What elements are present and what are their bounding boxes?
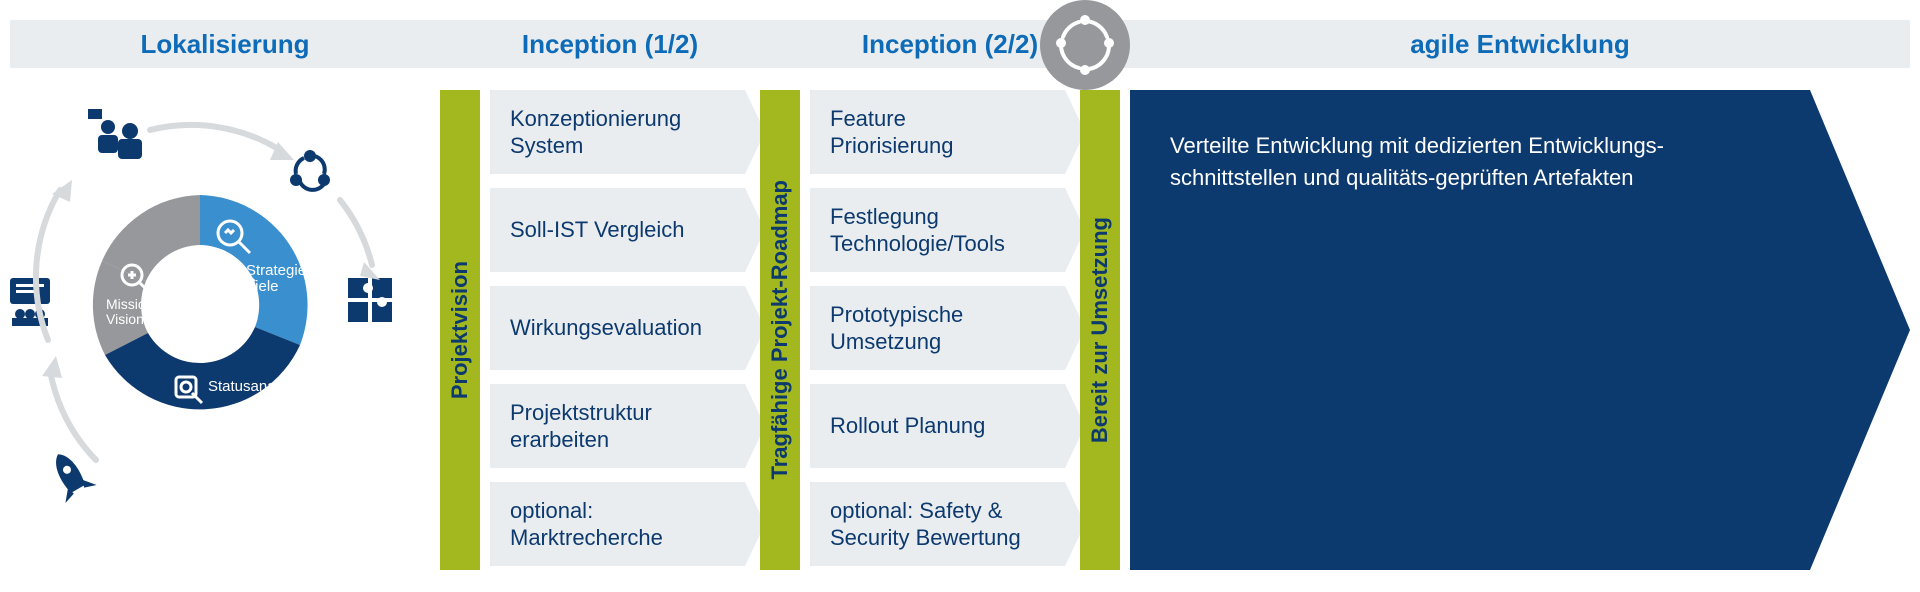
item-feature-prio: Feature Priorisierung [810, 90, 1065, 174]
agile-cycle-badge [1040, 0, 1130, 90]
cycle-icon [290, 150, 330, 190]
inception1-items: Konzeptionierung System Soll-IST Verglei… [490, 90, 745, 570]
item-technologie: Festlegung Technologie/Tools [810, 188, 1065, 272]
header-lokalisierung: Lokalisierung [10, 29, 440, 60]
agile-development-arrow: Verteilte Entwicklung mit dedizierten En… [1130, 90, 1910, 570]
vbar-bereit-label: Bereit zur Umsetzung [1087, 217, 1113, 443]
swirl-diagram: Strategie/Ziele Mission/Vision Statusana… [93, 195, 311, 409]
item-marktrecherche: optional: Marktrecherche [490, 482, 745, 566]
swirl-label-mission: Mission/Vision [106, 296, 157, 327]
vbar-bereit: Bereit zur Umsetzung [1080, 90, 1120, 570]
localisation-cycle-diagram: Strategie/Ziele Mission/Vision Statusana… [0, 80, 430, 570]
puzzle-icon [348, 278, 392, 322]
header-inception-1: Inception (1/2) [440, 29, 780, 60]
item-wirkungsevaluation: Wirkungsevaluation [490, 286, 745, 370]
vbar-projektvision: Projektvision [440, 90, 480, 570]
agile-development-text: Verteilte Entwicklung mit dedizierten En… [1170, 130, 1780, 194]
people-icon [88, 109, 142, 159]
inception2-items: Feature Priorisierung Festlegung Technol… [810, 90, 1065, 570]
vbar-projektvision-label: Projektvision [447, 261, 473, 399]
vbar-roadmap: Tragfähige Projekt-Roadmap [760, 90, 800, 570]
item-prototyp: Prototypische Umsetzung [810, 286, 1065, 370]
vbar-roadmap-label: Tragfähige Projekt-Roadmap [767, 180, 793, 480]
item-projektstruktur: Projektstruktur erarbeiten [490, 384, 745, 468]
item-rollout: Rollout Planung [810, 384, 1065, 468]
item-safety-security: optional: Safety & Security Bewertung [810, 482, 1065, 566]
item-konzeptionierung: Konzeptionierung System [490, 90, 745, 174]
phase-header-bar: Lokalisierung Inception (1/2) Inception … [10, 20, 1910, 68]
header-agile: agile Entwicklung [1120, 29, 1920, 60]
agile-cycle-icon [1053, 13, 1117, 77]
swirl-label-status: Statusanalyse [208, 378, 302, 395]
outer-cycle-arrows [36, 125, 380, 460]
item-soll-ist: Soll-IST Vergleich [490, 188, 745, 272]
